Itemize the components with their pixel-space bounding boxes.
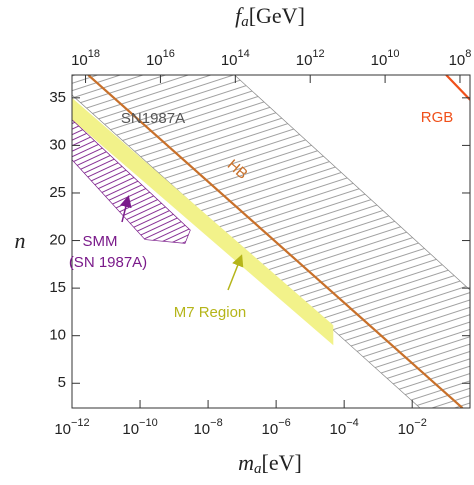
axis-title: fa[GeV] [235,3,305,30]
tick-exponent: 8 [465,48,471,60]
tick-exponent: −2 [414,417,427,429]
region-label: SN1987A [121,110,185,127]
tick-exponent: 12 [312,48,324,60]
tick-exponent: 16 [163,48,175,60]
axis-symbol: f [235,3,244,28]
y-tick-label: 5 [58,374,66,391]
tick-label: 1012 [296,48,325,69]
tick-label: 10−12 [54,417,89,438]
tick-base: 10 [193,421,210,438]
tick-label: 10−6 [262,417,291,438]
y-tick-label: 20 [49,232,66,249]
tick-label: 1010 [371,48,400,69]
region-label: M7 Region [174,304,247,321]
axis-symbol: m [238,450,254,475]
plot-area [72,75,470,408]
tick-base: 10 [296,52,313,69]
tick-exponent: −4 [346,417,359,429]
region-note: (SN 1987A) [69,254,147,271]
limit-line [87,75,464,408]
limit-line [445,75,470,101]
y-tick-label: 25 [49,184,66,201]
tick-label: 10−10 [122,417,157,438]
region-label: SMM [83,233,118,250]
tick-label: 1014 [221,48,250,69]
tick-base: 10 [330,421,347,438]
tick-exponent: 14 [238,48,250,60]
tick-base: 10 [449,52,466,69]
region [72,119,191,244]
tick-label: 1016 [146,48,175,69]
y-tick-label: 35 [49,89,66,106]
arrow [227,254,244,291]
tick-label: 10−2 [398,417,427,438]
tick-exponent: −8 [210,417,223,429]
region [72,97,334,346]
y-tick-label: 30 [49,136,66,153]
y-tick-label: 10 [49,327,66,344]
axis-unit: [eV] [262,450,302,475]
tick-base: 10 [221,52,238,69]
tick-exponent: −12 [71,417,90,429]
tick-label: 1018 [71,48,100,69]
tick-label: 10−4 [330,417,359,438]
tick-base: 10 [71,52,88,69]
y-tick-label: 15 [49,279,66,296]
tick-base: 10 [398,421,415,438]
tick-base: 10 [262,421,279,438]
tick-base: 10 [146,52,163,69]
tick-label: 108 [449,48,472,69]
tick-exponent: −10 [139,417,158,429]
arrow [119,195,132,223]
axis-subscript: a [241,14,249,30]
axis-unit: [GeV] [249,3,305,28]
axis-title: ma[eV] [238,450,302,477]
tick-base: 10 [122,421,139,438]
tick-exponent: 10 [387,48,399,60]
tick-label: 10−8 [193,417,222,438]
axis-title: n [15,228,26,253]
tick-exponent: −6 [278,417,291,429]
tick-exponent: 18 [88,48,100,60]
tick-base: 10 [371,52,388,69]
frame [71,74,471,409]
axis-subscript: a [254,461,262,477]
tick-base: 10 [54,421,71,438]
region-label: RGB [421,109,454,126]
